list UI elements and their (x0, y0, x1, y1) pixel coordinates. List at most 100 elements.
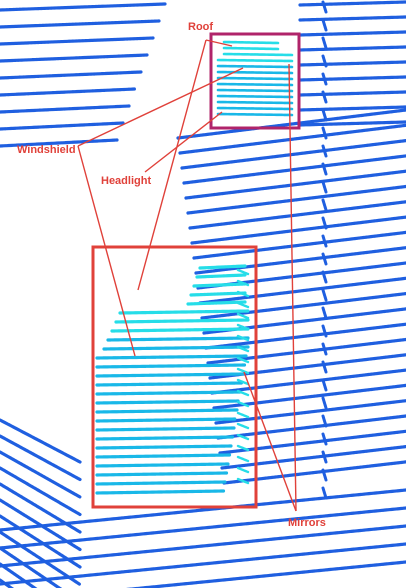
near-car-side-points (236, 301, 250, 309)
near-car-point-row (95, 462, 230, 468)
near-car-side-points (236, 422, 250, 430)
scan-line (0, 53, 149, 63)
scan-line (204, 322, 406, 350)
scan-line (298, 75, 406, 82)
scan-line (321, 18, 328, 32)
scan-line (298, 105, 406, 112)
near-car-point-row (102, 345, 250, 351)
far-car-point-row (216, 100, 294, 105)
near-car-point-row (95, 372, 245, 378)
scan-line (178, 123, 406, 155)
near-car-side-points (236, 378, 250, 386)
near-car-point-row (95, 390, 242, 396)
near-car-point-row (192, 282, 247, 288)
far-car-point-row (222, 46, 280, 51)
near-car-point-row (95, 435, 235, 441)
scan-line (218, 429, 406, 455)
scan-line (321, 0, 328, 14)
scan-line (0, 36, 155, 46)
roof-leader-near (137, 39, 207, 291)
near-car-point-row (95, 453, 232, 459)
scan-line (321, 216, 328, 230)
scan-line (0, 488, 406, 532)
near-car-point-row (95, 480, 227, 486)
scan-line (0, 19, 161, 29)
near-car-point-row (106, 336, 250, 342)
scan-line (298, 15, 406, 22)
scan-line (298, 45, 406, 52)
scan-line (0, 87, 137, 97)
near-car-point-row (118, 309, 250, 315)
far-car-point-cloud (216, 40, 294, 117)
near-car-point-row (110, 327, 250, 333)
near-car-side-points (236, 268, 250, 276)
far-car-point-row (216, 82, 294, 87)
scan-line (188, 200, 406, 230)
near-car-side-points (236, 455, 250, 463)
near-car-point-row (186, 300, 247, 306)
scan-line (321, 234, 328, 248)
scan-line (194, 246, 406, 275)
scan-line (321, 144, 328, 158)
near-car-side-points (236, 345, 250, 353)
scan-line (0, 466, 82, 517)
scan-line (321, 54, 328, 68)
scan-line (321, 360, 328, 374)
roof-leader-far (205, 39, 233, 47)
far-car-point-row (216, 94, 294, 99)
scan-line (321, 450, 328, 464)
scan-line (0, 121, 125, 131)
scan-line (0, 530, 82, 587)
scan-line (0, 524, 406, 568)
scan-line (200, 292, 406, 320)
scan-line (184, 169, 406, 200)
near-car-point-cloud (95, 264, 250, 495)
scan-line (321, 468, 328, 482)
mirrors-label: Mirrors (288, 517, 326, 529)
scan-line (0, 434, 82, 482)
scan-line (321, 324, 328, 338)
near-car-point-row (189, 291, 247, 297)
scan-line (0, 542, 406, 586)
scan-line (0, 104, 131, 114)
scan-line (0, 546, 63, 588)
near-car-side-points (236, 433, 250, 441)
far-car-point-row (216, 106, 294, 111)
scan-line (0, 138, 119, 148)
near-car-side-points (236, 334, 250, 342)
near-car-side-points (236, 279, 250, 287)
scan-line (298, 30, 406, 37)
scan-line (190, 215, 406, 245)
far-car-bounding-box (209, 32, 301, 130)
far-car-point-row (216, 76, 294, 81)
scan-line (321, 198, 328, 212)
near-car-point-row (95, 417, 238, 423)
near-car-bounding-box (91, 245, 258, 509)
far-car-point-row (216, 64, 294, 69)
near-car-side-points (236, 444, 250, 452)
near-car-side-points (236, 466, 250, 474)
scan-line (220, 445, 406, 470)
near-car-point-row (195, 273, 247, 279)
windshield-leader-near (77, 145, 136, 357)
near-car-side-points (236, 400, 250, 408)
scan-line (186, 184, 406, 215)
scan-line (298, 60, 406, 67)
far-car-point-row (222, 52, 294, 57)
scan-line (321, 414, 328, 428)
scan-line (210, 368, 406, 395)
roof-label: Roof (188, 21, 213, 33)
scan-line (321, 396, 328, 410)
near-car-side-points (236, 367, 250, 375)
near-car-side-points (236, 323, 250, 331)
near-car-point-row (95, 426, 236, 432)
scan-line (182, 154, 406, 185)
scan-line (321, 378, 328, 392)
near-car-side-points (236, 356, 250, 364)
scan-line (321, 180, 328, 194)
near-car-point-row (198, 264, 247, 270)
scan-line (321, 90, 328, 104)
scan-line (222, 460, 406, 485)
